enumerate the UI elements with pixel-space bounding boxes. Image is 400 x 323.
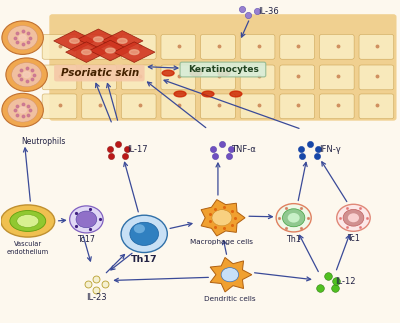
FancyBboxPatch shape	[161, 35, 196, 59]
Text: Tc1: Tc1	[347, 234, 360, 243]
Ellipse shape	[174, 91, 186, 97]
FancyBboxPatch shape	[359, 94, 394, 119]
Text: Psoriatic skin: Psoriatic skin	[61, 68, 140, 78]
FancyBboxPatch shape	[54, 65, 144, 81]
FancyBboxPatch shape	[240, 35, 275, 59]
FancyBboxPatch shape	[42, 35, 77, 59]
Polygon shape	[90, 40, 131, 61]
Circle shape	[221, 268, 239, 282]
Text: Vascular
endothelium: Vascular endothelium	[7, 241, 49, 255]
Polygon shape	[114, 42, 155, 62]
FancyBboxPatch shape	[121, 65, 156, 90]
Circle shape	[288, 213, 300, 223]
Polygon shape	[201, 200, 245, 236]
Ellipse shape	[190, 70, 202, 76]
FancyBboxPatch shape	[320, 94, 354, 119]
Ellipse shape	[118, 38, 127, 43]
Circle shape	[282, 209, 305, 227]
Circle shape	[8, 98, 38, 122]
FancyBboxPatch shape	[359, 65, 394, 90]
Circle shape	[70, 206, 103, 233]
Text: IL-36: IL-36	[258, 7, 278, 16]
FancyBboxPatch shape	[161, 65, 196, 90]
FancyBboxPatch shape	[280, 94, 314, 119]
FancyBboxPatch shape	[200, 65, 235, 90]
FancyBboxPatch shape	[280, 65, 314, 90]
Text: Th1: Th1	[286, 234, 301, 244]
FancyBboxPatch shape	[200, 94, 235, 119]
Circle shape	[12, 63, 42, 87]
Text: Neutrophils: Neutrophils	[22, 137, 66, 146]
FancyBboxPatch shape	[280, 35, 314, 59]
Polygon shape	[66, 42, 107, 62]
Circle shape	[276, 203, 311, 232]
FancyBboxPatch shape	[121, 94, 156, 119]
Circle shape	[134, 224, 145, 233]
Text: IFN-γ: IFN-γ	[320, 145, 341, 154]
Circle shape	[6, 58, 47, 91]
FancyBboxPatch shape	[82, 94, 116, 119]
Circle shape	[2, 93, 43, 127]
Text: IL-23: IL-23	[86, 293, 107, 302]
Polygon shape	[78, 29, 119, 49]
Circle shape	[348, 213, 359, 222]
Circle shape	[19, 107, 26, 113]
FancyBboxPatch shape	[82, 35, 116, 59]
Text: Tc17: Tc17	[77, 235, 95, 244]
FancyBboxPatch shape	[200, 35, 235, 59]
FancyBboxPatch shape	[320, 65, 354, 90]
Circle shape	[23, 72, 30, 78]
Ellipse shape	[218, 70, 230, 76]
Ellipse shape	[106, 48, 115, 53]
Ellipse shape	[70, 38, 79, 43]
Circle shape	[8, 26, 38, 50]
Ellipse shape	[202, 91, 214, 97]
FancyBboxPatch shape	[240, 94, 275, 119]
Text: IL-12: IL-12	[336, 277, 356, 286]
FancyBboxPatch shape	[320, 35, 354, 59]
Ellipse shape	[230, 91, 242, 97]
Text: Keratinocytes: Keratinocytes	[188, 65, 258, 74]
Circle shape	[121, 215, 167, 253]
FancyBboxPatch shape	[161, 94, 196, 119]
Circle shape	[337, 204, 370, 231]
Polygon shape	[210, 257, 252, 292]
Text: IL-17: IL-17	[128, 145, 148, 154]
Ellipse shape	[82, 50, 91, 55]
Text: Dendritic cells: Dendritic cells	[204, 296, 256, 302]
Circle shape	[212, 210, 232, 226]
Circle shape	[130, 222, 158, 245]
FancyBboxPatch shape	[82, 65, 116, 90]
FancyBboxPatch shape	[49, 14, 396, 121]
Circle shape	[76, 211, 97, 228]
Ellipse shape	[1, 205, 55, 237]
Polygon shape	[54, 31, 95, 51]
Text: TNF-α: TNF-α	[231, 145, 256, 154]
FancyBboxPatch shape	[180, 62, 266, 77]
FancyBboxPatch shape	[42, 65, 77, 90]
Ellipse shape	[162, 70, 174, 76]
Ellipse shape	[130, 50, 139, 55]
FancyBboxPatch shape	[240, 65, 275, 90]
Circle shape	[19, 35, 26, 41]
Ellipse shape	[10, 211, 46, 232]
Ellipse shape	[94, 37, 103, 42]
Ellipse shape	[17, 214, 39, 227]
Circle shape	[2, 21, 43, 54]
Text: Macrophage cells: Macrophage cells	[190, 239, 254, 245]
FancyBboxPatch shape	[121, 35, 156, 59]
Polygon shape	[102, 31, 143, 51]
FancyBboxPatch shape	[359, 35, 394, 59]
Circle shape	[343, 209, 364, 226]
FancyBboxPatch shape	[42, 94, 77, 119]
Text: Th17: Th17	[131, 255, 158, 264]
